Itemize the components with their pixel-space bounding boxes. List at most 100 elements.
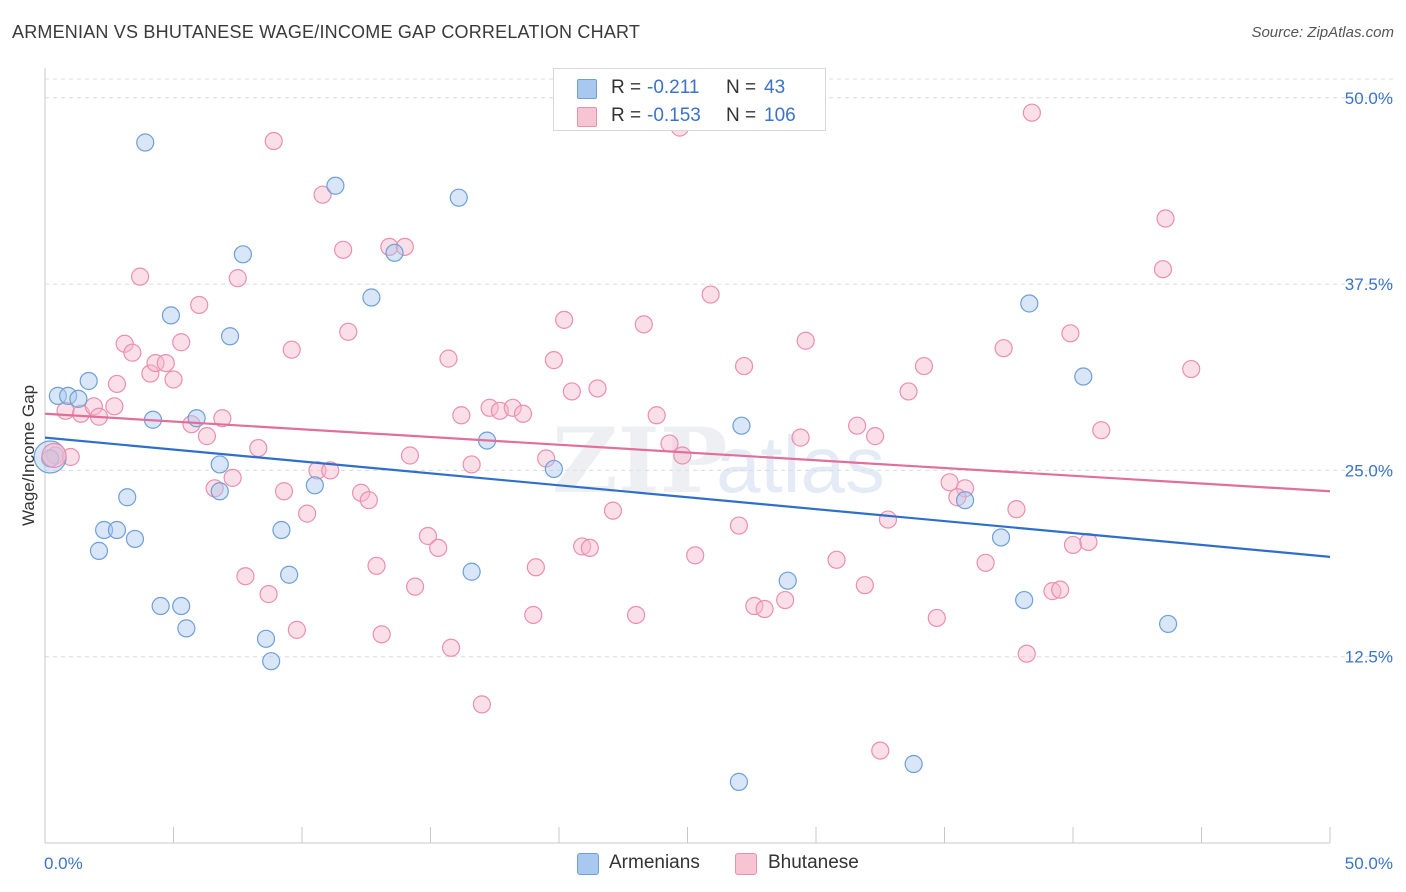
bhutanese-point [1007,500,1026,519]
armenian-point [305,476,324,495]
armenian-point [272,520,291,540]
bhutanese-point [555,310,574,329]
bhutanese-point [313,185,332,204]
bhutanese-point [526,558,545,577]
bhutanese-point [976,553,995,572]
bhutanese-point [878,510,898,529]
bhutanese-point [441,638,461,657]
bhutanese-point [213,409,232,428]
bhutanese-point [359,491,378,510]
bhutanese-point [603,501,623,520]
armenian-point [280,565,299,584]
bhutanese-point [452,406,471,425]
armenian-point [462,562,481,581]
bhutanese-point [439,349,458,368]
bhutanese-point [130,267,150,286]
bhutanese-point [197,427,217,446]
armenian-point [544,459,563,479]
armenian-point [48,386,67,405]
bhutanese-point [228,269,247,288]
bhutanese-point [1063,535,1083,555]
bhutanese-point [156,353,175,373]
armenian-point [729,772,749,791]
bhutanese-point [994,339,1013,358]
armenian-point [233,245,252,264]
armenian-point [210,455,229,474]
armenians-legend-swatch-icon [577,853,599,875]
legend-r-label: R = [611,77,642,98]
bhutanese-point [172,333,191,352]
bhutanese-point [701,285,720,304]
bhutanese-point [513,404,533,423]
bhutanese-cluster-point [41,442,67,469]
legend-n-label: N = [726,105,757,126]
bhutanese-point [647,406,666,425]
bhutanese-point [848,416,867,435]
bhutanese-point [1156,209,1175,228]
legend-n-label: N = [726,77,757,98]
bhutanese-point [264,131,283,151]
bhutanese-point [190,295,209,315]
bhutanese-point [462,455,481,474]
armenian-point [161,306,181,325]
bhutanese-point [249,438,268,458]
legend-n-value: 106 [764,105,796,126]
bhutanese-point [776,590,795,610]
x-tick-label: 50.0% [1345,854,1393,873]
bhutanese-point [367,556,386,575]
armenian-point [1158,614,1178,634]
bhutanese-point [164,370,183,389]
armenians-legend-label: Armenians [609,852,700,873]
armenian-point [177,619,196,638]
bhutanese-point [429,538,448,558]
armenian-point [95,520,114,540]
bhutanese-point [827,550,846,569]
armenian-point [385,243,404,262]
armenian-point [449,188,468,207]
bhutanese-legend-swatch-icon [735,853,757,875]
correlation-legend: R = -0.211 N = 43 R = -0.153 N = 106 [553,68,826,131]
bhutanese-point [339,322,358,341]
bhutanese-point [562,382,581,401]
armenian-point [326,176,345,195]
bhutanese-point [352,483,371,502]
bhutanese-point [141,364,160,383]
bhutanese-point [236,567,255,586]
bhutanese-point [745,596,764,616]
chart-title: ARMENIAN VS BHUTANESE WAGE/INCOME GAP CO… [12,22,641,42]
bhutanese-point [503,398,522,417]
bhutanese-point [472,695,491,714]
bhutanese-point [1017,644,1036,663]
bhutanese-point [871,741,890,760]
armenian-point [904,754,923,774]
bhutanese-point [418,526,438,546]
bhutanese-point [673,446,692,465]
armenian-point [172,596,191,616]
bhutanese-point [1182,359,1201,379]
armenian-point [1020,294,1039,313]
bhutanese-legend-label: Bhutanese [768,852,859,873]
armenian-point [210,482,229,501]
y-axis-label: Wage/Income Gap [19,385,38,526]
legend-n-value: 43 [764,77,786,98]
armenian-point [125,529,145,549]
y-tick-label: 25.0% [1345,461,1393,480]
bhutanese-point [734,356,754,376]
bhutanese-point [626,605,646,625]
armenian-point [256,629,276,648]
bhutanese-point [205,479,224,498]
armenian-point [107,520,127,540]
trend-lines [44,412,1331,558]
bhutanese-point [1051,580,1070,599]
armenian-point [955,491,975,510]
bhutanese-point [588,379,607,398]
y-tick-label: 50.0% [1345,89,1393,108]
armenian-point [59,386,78,405]
bhutanese-point [573,537,592,556]
armenian-point [262,652,281,671]
bhutanese-point [405,577,425,596]
bhutanese-point [1092,421,1111,440]
bhutanese-point [1153,260,1173,279]
